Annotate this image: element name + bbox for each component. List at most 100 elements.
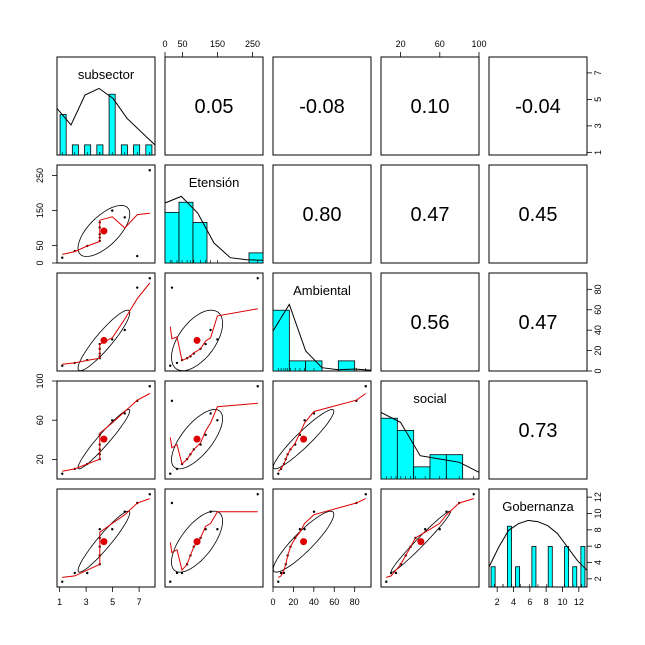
panel-frame <box>164 272 264 372</box>
histogram-bar <box>337 360 356 372</box>
data-point <box>111 338 114 341</box>
mean-point <box>100 435 108 443</box>
histogram-bar <box>145 144 153 156</box>
top-axis: 20 60 100 <box>396 39 487 57</box>
panel-r0-c4 <box>488 56 588 156</box>
panel-frame <box>380 164 480 264</box>
histogram-bar <box>506 525 512 588</box>
correlation-ellipse <box>390 510 452 573</box>
panel-r3-c3: social <box>380 380 480 480</box>
data-point <box>111 209 114 212</box>
variable-label: Etensión <box>189 175 240 190</box>
mean-point <box>193 538 201 546</box>
tick-label: 60 <box>435 39 445 49</box>
data-point <box>61 472 64 475</box>
panel-frame <box>56 56 156 156</box>
tick-label: 100 <box>35 373 45 388</box>
data-point <box>169 472 172 475</box>
tick-label: 8 <box>593 527 603 532</box>
data-point <box>277 580 280 583</box>
loess-smooth-line <box>62 393 151 472</box>
panel-frame <box>272 56 372 156</box>
mean-point <box>300 538 308 546</box>
tick-label: 3 <box>593 123 603 128</box>
panel-r2-c1 <box>164 272 264 372</box>
tick-label: 150 <box>210 39 225 49</box>
tick-label: 20 <box>593 346 603 356</box>
data-point <box>312 510 316 513</box>
correlation-value: 0.05 <box>195 96 234 118</box>
histogram-bar <box>71 144 79 156</box>
histogram-bar <box>120 144 128 156</box>
data-point <box>438 528 441 531</box>
panel-frame <box>56 488 156 588</box>
data-point <box>209 412 212 415</box>
correlation-value: 0.80 <box>303 204 342 226</box>
histogram-bar <box>531 546 537 588</box>
mean-point <box>417 538 425 546</box>
data-point <box>61 580 64 583</box>
bottom-axis: 0 20 40 60 80 <box>270 587 360 607</box>
tick-label: 40 <box>593 325 603 335</box>
tick-label: 5 <box>110 597 115 607</box>
correlation-value: -0.04 <box>515 96 561 118</box>
density-curve <box>488 519 588 571</box>
data-point <box>364 385 367 388</box>
panel-r2-c4 <box>488 272 588 372</box>
density-curve <box>272 303 372 371</box>
right-axis: 2 4 6 8 10 12 <box>587 492 603 581</box>
panel-frame <box>164 488 264 588</box>
loess-smooth-line <box>169 511 258 572</box>
correlation-value: 0.56 <box>411 312 450 334</box>
histogram-bar <box>133 144 141 156</box>
tick-label: 0 <box>270 597 275 607</box>
panel-frame <box>272 488 372 588</box>
correlation-value: -0.08 <box>299 96 345 118</box>
data-point <box>209 328 212 332</box>
loess-smooth-line <box>169 308 258 362</box>
histogram-bar <box>164 211 180 264</box>
histogram-bar <box>547 546 553 588</box>
panel-r4-c3 <box>380 488 480 588</box>
panel-frame <box>488 164 588 264</box>
correlation-value: 0.10 <box>411 96 450 118</box>
panel-r3-c2 <box>272 380 372 480</box>
data-point <box>73 571 76 575</box>
mean-point <box>300 435 308 443</box>
tick-label: 0 <box>35 260 45 265</box>
correlation-ellipse <box>77 510 131 573</box>
mean-point <box>100 227 108 235</box>
data-point <box>364 493 367 496</box>
density-curve <box>164 195 264 261</box>
tick-label: 80 <box>350 597 360 607</box>
panel-r1-c0 <box>56 164 156 264</box>
data-point <box>123 328 126 332</box>
density-curve <box>56 87 156 146</box>
top-axis: 0 50 150 250 <box>162 39 260 57</box>
mean-point <box>193 336 201 344</box>
tick-label: 0 <box>162 39 167 49</box>
data-point <box>216 528 219 531</box>
panel-frame <box>56 380 156 480</box>
data-point <box>61 364 64 367</box>
histogram-bar <box>272 309 290 372</box>
data-point <box>277 472 280 475</box>
panel-frame <box>488 488 588 588</box>
tick-label: 1 <box>57 597 62 607</box>
panel-r1-c4 <box>488 164 588 264</box>
data-point <box>136 254 139 258</box>
data-point <box>170 286 174 289</box>
correlation-ellipse <box>170 510 224 573</box>
panel-frame <box>272 164 372 264</box>
tick-label: 150 <box>35 203 45 218</box>
tick-label: 60 <box>329 597 339 607</box>
data-point <box>148 385 151 388</box>
panel-r1-c3 <box>380 164 480 264</box>
panel-frame <box>380 272 480 372</box>
data-point <box>385 580 388 583</box>
panel-r2-c0 <box>56 272 156 372</box>
panel-r3-c4 <box>488 380 588 480</box>
data-point <box>303 528 306 531</box>
correlation-ellipse <box>170 408 224 470</box>
data-point <box>216 419 219 422</box>
